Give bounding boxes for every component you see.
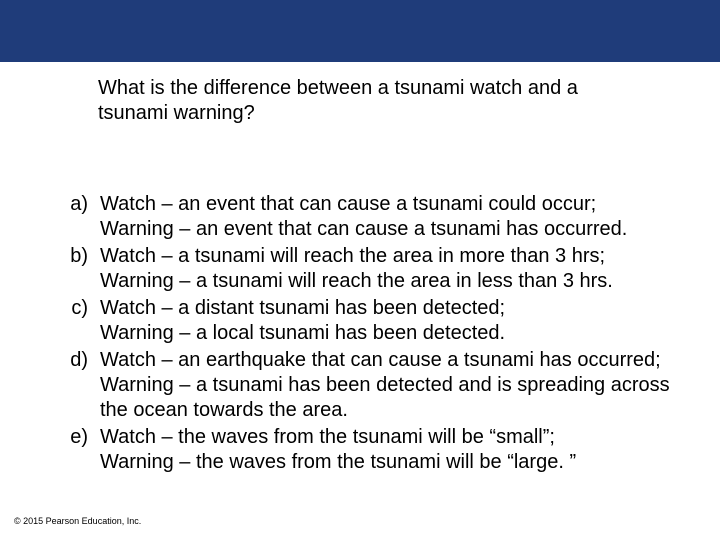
- option-text: Watch – an earthquake that can cause a t…: [100, 348, 670, 423]
- option-d: d) Watch – an earthquake that can cause …: [60, 348, 670, 423]
- option-text: Watch – the waves from the tsunami will …: [100, 425, 670, 475]
- option-a: a) Watch – an event that can cause a tsu…: [60, 192, 670, 242]
- question-text: What is the difference between a tsunami…: [98, 76, 650, 126]
- options-list: a) Watch – an event that can cause a tsu…: [60, 192, 670, 475]
- option-text: Watch – a distant tsunami has been detec…: [100, 296, 670, 346]
- option-marker: d): [60, 348, 100, 373]
- header-bar: [0, 0, 720, 62]
- copyright-text: © 2015 Pearson Education, Inc.: [14, 516, 141, 526]
- option-text: Watch – a tsunami will reach the area in…: [100, 244, 670, 294]
- option-marker: c): [60, 296, 100, 321]
- option-c: c) Watch – a distant tsunami has been de…: [60, 296, 670, 346]
- option-text: Watch – an event that can cause a tsunam…: [100, 192, 670, 242]
- option-marker: b): [60, 244, 100, 269]
- option-b: b) Watch – a tsunami will reach the area…: [60, 244, 670, 294]
- option-e: e) Watch – the waves from the tsunami wi…: [60, 425, 670, 475]
- option-marker: e): [60, 425, 100, 450]
- option-marker: a): [60, 192, 100, 217]
